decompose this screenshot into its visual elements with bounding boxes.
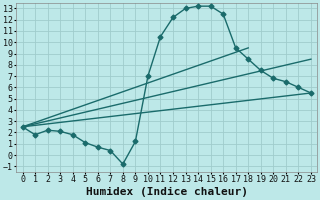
X-axis label: Humidex (Indice chaleur): Humidex (Indice chaleur)	[86, 187, 248, 197]
